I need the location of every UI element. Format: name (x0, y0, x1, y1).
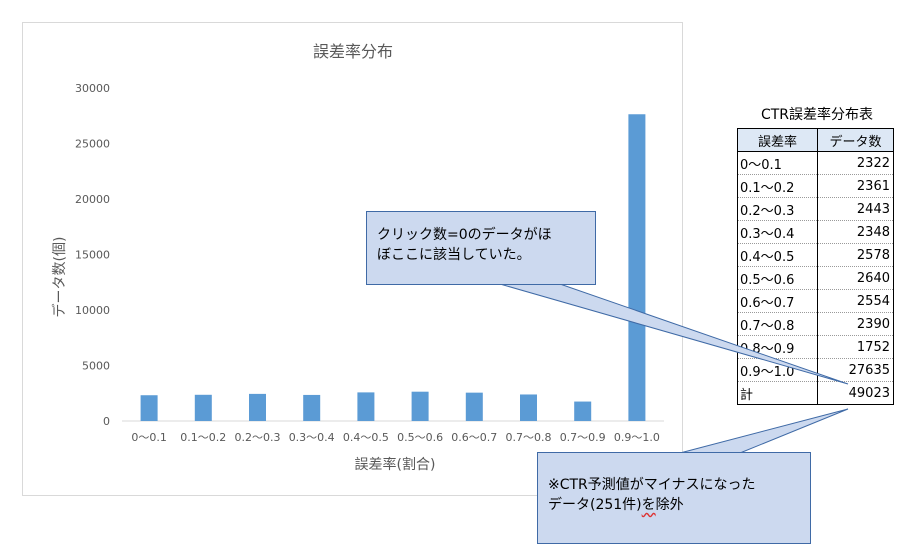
table-row: 0.2～0.3 2443 (737, 197, 894, 221)
bar (249, 393, 266, 421)
row-range: 0.2～0.3 (737, 197, 818, 221)
row-count: 2322 (817, 151, 894, 175)
row-count: 2390 (817, 312, 894, 336)
table-title: CTR誤差率分布表 (760, 107, 874, 123)
table-row: 0.6～0.7 2554 (737, 289, 894, 313)
x-tick-label: 0～0.1 (131, 431, 167, 444)
table-row: 0.5～0.6 2640 (737, 266, 894, 290)
row-count: 2554 (817, 289, 894, 313)
callout-exclusion-line1: ※CTR予測値がマイナスになった (548, 477, 756, 493)
y-tick-label: 0 (103, 415, 110, 428)
header-data-count: データ数 (817, 128, 894, 152)
row-count: 2578 (817, 243, 894, 267)
row-range: 0.8～0.9 (737, 335, 818, 359)
callout-exclusion-wo: を (641, 497, 656, 513)
x-tick-label: 0.3～0.4 (289, 431, 335, 444)
x-tick-label: 0.1～0.2 (180, 431, 226, 444)
row-range: 0.4～0.5 (737, 243, 818, 267)
y-tick-label: 5000 (82, 360, 110, 373)
callout-exclusion-note: ※CTR予測値がマイナスになった データ(251件)を除外 (537, 452, 811, 544)
total-label: 計 (737, 381, 818, 405)
table-row: 0.4～0.5 2578 (737, 243, 894, 267)
bar (303, 394, 321, 421)
table-row: 0～0.1 2322 (737, 151, 894, 175)
table-row: 0.1～0.2 2361 (737, 174, 894, 198)
row-range: 0.7～0.8 (737, 312, 818, 336)
callout-zero-clicks-line1: クリック数=0のデータがほ (377, 227, 552, 243)
x-axis-label: 誤差率(割合) (355, 456, 436, 473)
total-count: 49023 (817, 381, 894, 405)
ctr-error-distribution-table: 誤差率 データ数 0～0.1 2322 0.1～0.2 2361 0.2～0.3 24… (737, 128, 894, 405)
row-count: 2348 (817, 220, 894, 244)
y-axis-ticks: 0 5000 10000 15000 20000 25000 30000 (75, 82, 110, 428)
row-count: 2640 (817, 266, 894, 290)
row-range: 0.3～0.4 (737, 220, 818, 244)
callout-zero-clicks-line2: ぼここに該当していた。 (377, 247, 531, 263)
callout-exclusion-line2: データ(251件)を除外 (548, 495, 810, 515)
row-range: 0.1～0.2 (737, 174, 818, 198)
callout-exclusion-data: データ(251件) (548, 497, 642, 513)
y-axis-label: データ数(個) (51, 237, 68, 318)
bar (574, 401, 592, 421)
row-count: 2361 (817, 174, 894, 198)
bar (194, 394, 212, 421)
chart-title: 誤差率分布 (313, 42, 393, 61)
table-row: 0.8～0.9 1752 (737, 335, 894, 359)
x-tick-label: 0.7～0.8 (506, 431, 552, 444)
bar (465, 392, 483, 421)
bar (140, 395, 158, 421)
table-header-row: 誤差率 データ数 (737, 128, 894, 152)
table-total-row: 計 49023 (737, 381, 894, 405)
callout-zero-clicks: クリック数=0のデータがほ ぼここに該当していた。 (366, 211, 596, 285)
x-axis-ticks: 0～0.1 0.1～0.2 0.2～0.3 0.3～0.4 0.4～0.5 0.5～0.6… (131, 431, 660, 444)
table-row: 0.7～0.8 2390 (737, 312, 894, 336)
row-range: 0.6～0.7 (737, 289, 818, 313)
row-range: 0.5～0.6 (737, 266, 818, 290)
x-tick-label: 0.6～0.7 (451, 431, 497, 444)
x-tick-label: 0.4～0.5 (343, 431, 389, 444)
y-tick-label: 15000 (75, 249, 110, 262)
row-count: 2443 (817, 197, 894, 221)
row-range: 0.9～1.0 (737, 358, 818, 382)
bar (411, 391, 429, 421)
callout-pointer-exclusion (679, 408, 849, 454)
x-tick-label: 0.7～0.9 (560, 431, 606, 444)
callout-exclusion-remove: 除外 (655, 497, 684, 513)
row-range: 0～0.1 (737, 151, 818, 175)
x-tick-label: 0.2～0.3 (235, 431, 281, 444)
x-tick-label: 0.5～0.6 (397, 431, 443, 444)
header-error-rate: 誤差率 (737, 128, 818, 152)
table-row: 0.9～1.0 27635 (737, 358, 894, 382)
row-count: 1752 (817, 335, 894, 359)
bar (520, 394, 537, 421)
bar-chart: 誤差率分布 データ数(個) 誤差率(割合) 0 5000 10000 15000 200… (51, 42, 664, 473)
y-tick-label: 10000 (75, 304, 110, 317)
table-row: 0.3～0.4 2348 (737, 220, 894, 244)
row-count: 27635 (817, 358, 894, 382)
bar (357, 392, 375, 421)
y-tick-label: 20000 (75, 193, 110, 206)
x-tick-label: 0.9～1.0 (614, 431, 660, 444)
y-tick-label: 25000 (75, 138, 110, 151)
y-tick-label: 30000 (75, 82, 110, 95)
bar (628, 114, 646, 422)
